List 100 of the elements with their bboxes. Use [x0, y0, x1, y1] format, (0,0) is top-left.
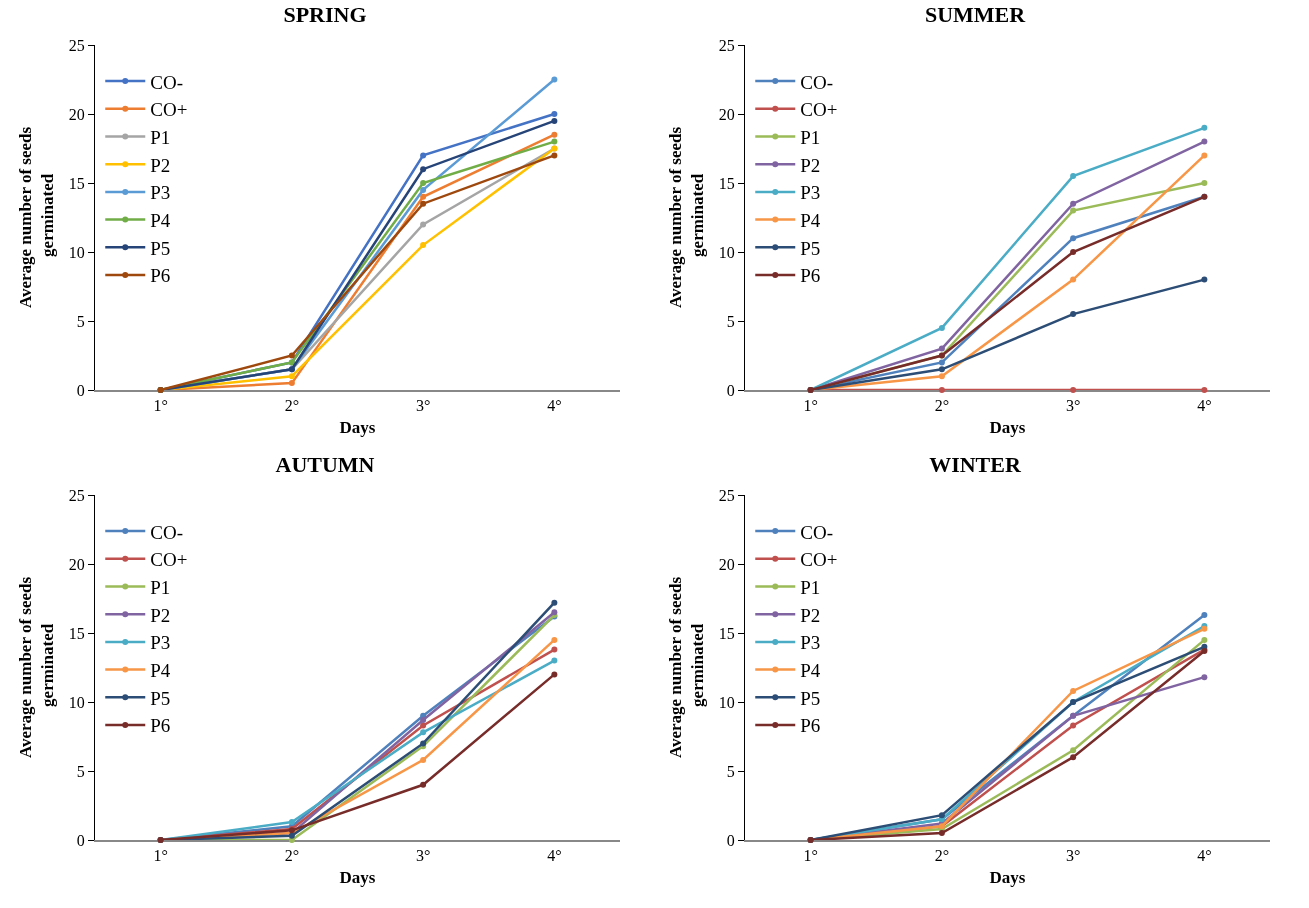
x-axis-title: Days: [339, 867, 376, 887]
y-tick-label: 10: [68, 693, 85, 711]
point: [1070, 387, 1077, 393]
legend-label: P4: [150, 210, 171, 232]
legend-label: P2: [150, 604, 171, 626]
y-tick-label: 25: [68, 486, 85, 504]
legend-label: P3: [800, 182, 821, 204]
point: [1070, 249, 1077, 255]
y-tick-label: 10: [68, 243, 85, 261]
point: [1070, 200, 1077, 207]
point: [551, 138, 558, 145]
y-tick-label: 0: [76, 831, 85, 849]
y-tick-label: 25: [718, 36, 735, 54]
y-tick-label: 5: [726, 762, 735, 780]
x-tick-label: 1°: [153, 396, 168, 414]
point: [1070, 311, 1077, 318]
legend-label: P6: [150, 715, 171, 737]
point: [1070, 754, 1077, 761]
y-tick-label: 20: [718, 105, 735, 123]
y-tick-label: 10: [718, 243, 735, 261]
legend-label: P6: [800, 265, 821, 287]
point: [420, 200, 427, 207]
point: [1201, 387, 1208, 393]
point: [551, 131, 558, 138]
point: [288, 352, 295, 359]
point: [420, 186, 427, 193]
legend-label: P5: [800, 237, 821, 259]
legend-label: P5: [150, 687, 171, 709]
legend-label: CO+: [800, 99, 838, 121]
x-tick-label: 4°: [547, 846, 562, 864]
point: [420, 716, 427, 723]
x-tick-label: 2°: [284, 396, 300, 414]
point: [551, 636, 558, 643]
y-tick-label: 20: [718, 555, 735, 573]
legend-label: P6: [800, 715, 821, 737]
y-tick-label: 15: [68, 624, 85, 642]
point: [420, 152, 427, 159]
point: [1201, 180, 1208, 186]
x-tick-label: 1°: [803, 846, 818, 864]
point: [1201, 674, 1208, 681]
x-tick-label: 4°: [1197, 396, 1212, 414]
point: [551, 599, 558, 606]
point: [551, 671, 558, 678]
point: [938, 387, 945, 393]
x-axis-title: Days: [989, 417, 1026, 437]
legend-label: CO+: [150, 99, 188, 121]
y-axis-title: Average number of seeds germinated: [666, 576, 708, 759]
point: [551, 76, 558, 83]
legend-label: CO-: [800, 521, 833, 543]
point: [551, 111, 558, 117]
point: [1070, 207, 1077, 214]
point: [420, 180, 427, 186]
legend-label: P1: [800, 126, 821, 148]
legend-label: CO-: [800, 71, 833, 93]
point: [551, 117, 558, 124]
point: [1070, 747, 1077, 754]
point: [288, 819, 295, 826]
point: [420, 722, 427, 729]
point: [1070, 173, 1077, 180]
point: [551, 646, 558, 653]
legend-label: P1: [150, 576, 171, 598]
y-tick-label: 20: [68, 105, 85, 123]
legend-label: P2: [800, 604, 821, 626]
y-tick-label: 0: [726, 381, 735, 399]
point: [551, 657, 558, 664]
x-axis-title: Days: [989, 867, 1026, 887]
y-tick-label: 5: [76, 312, 85, 330]
legend-label: P1: [800, 576, 821, 598]
point: [420, 756, 427, 763]
point: [938, 345, 945, 352]
point: [1201, 612, 1208, 619]
point: [1070, 687, 1077, 694]
y-tick-label: 15: [68, 174, 85, 192]
point: [420, 166, 427, 173]
legend-label: P3: [150, 632, 171, 654]
legend-label: P5: [150, 237, 171, 259]
y-tick-label: 5: [726, 312, 735, 330]
x-tick-label: 4°: [1197, 846, 1212, 864]
point: [1201, 138, 1208, 145]
point: [420, 729, 427, 736]
legend-label: P6: [150, 265, 171, 287]
x-tick-label: 3°: [415, 396, 431, 414]
y-tick-label: 5: [76, 762, 85, 780]
point: [420, 781, 427, 788]
point: [1201, 124, 1208, 131]
chart-title: WINTER: [929, 452, 1022, 478]
legend-label: P2: [150, 154, 171, 176]
point: [288, 380, 295, 387]
point: [938, 373, 945, 380]
legend-label: P1: [150, 126, 171, 148]
chart-title: AUTUMN: [275, 452, 375, 478]
point: [938, 366, 945, 373]
point: [1201, 276, 1208, 283]
y-tick-label: 15: [718, 174, 735, 192]
x-tick-label: 1°: [803, 396, 818, 414]
y-axis-title: Average number of seeds germinated: [16, 126, 58, 309]
legend-label: P3: [800, 632, 821, 654]
chart-title: SPRING: [283, 2, 367, 28]
point: [420, 242, 427, 249]
x-tick-label: 1°: [153, 846, 168, 864]
